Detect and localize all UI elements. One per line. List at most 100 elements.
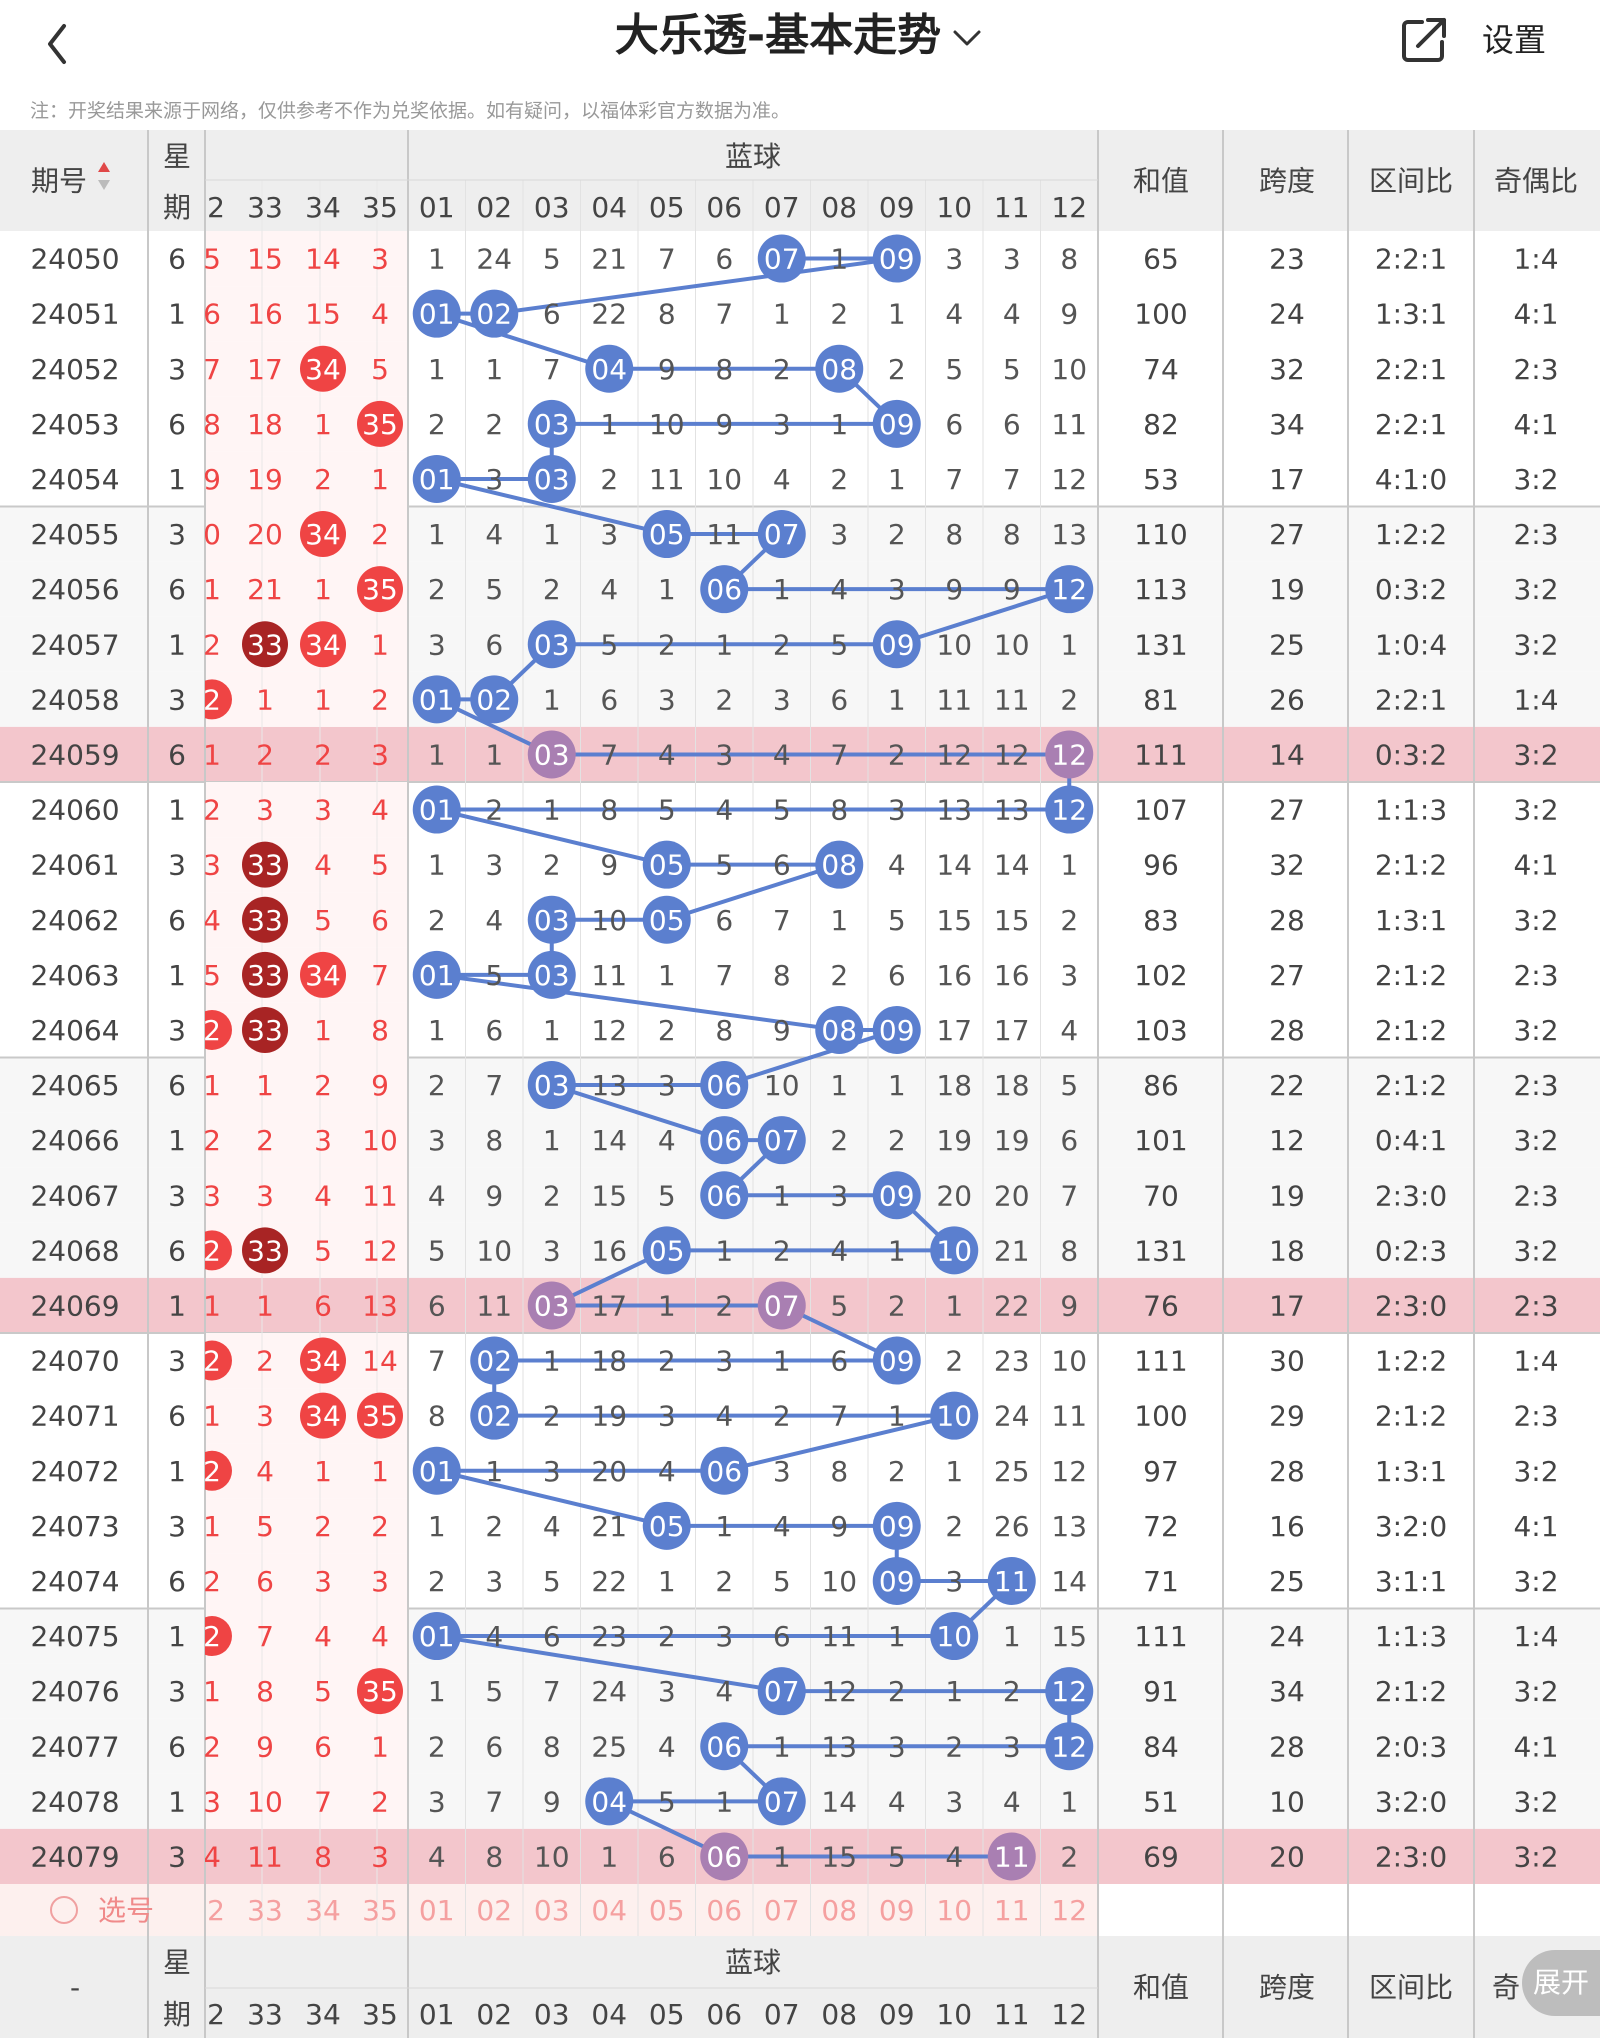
- sum-value: 71: [1143, 1565, 1179, 1598]
- select-blue-number[interactable]: 06: [706, 1894, 742, 1927]
- blue-miss-count: 5: [773, 794, 791, 827]
- red-ball-number: 2: [203, 683, 221, 716]
- select-blue-number[interactable]: 03: [534, 1894, 570, 1927]
- week-day: 6: [168, 738, 186, 771]
- sort-up-icon[interactable]: [98, 162, 110, 172]
- sum-value: 100: [1134, 298, 1187, 331]
- footer-blue-number-header: 04: [591, 1998, 627, 2031]
- issue-number: 24075: [30, 1620, 119, 1653]
- footer-blue-number-header: 10: [936, 1998, 972, 2031]
- red-miss-count: 3: [371, 243, 389, 276]
- blue-miss-count: 12: [1051, 1455, 1087, 1488]
- footer-red-number-header: 35: [362, 1998, 398, 2031]
- span-value: 28: [1269, 1455, 1305, 1488]
- odd-even-ratio: 2:3: [1513, 1069, 1558, 1102]
- blue-ball: [642, 895, 691, 944]
- span-value: 16: [1269, 1510, 1305, 1543]
- blue-miss-count: 2: [773, 628, 791, 661]
- page-title[interactable]: 大乐透-基本走势: [0, 8, 1600, 64]
- sort-down-icon[interactable]: [98, 180, 110, 190]
- blue-miss-count: 7: [945, 463, 963, 496]
- zone-ratio: 2:1:2: [1375, 1400, 1447, 1433]
- blue-miss-count: 5: [658, 1179, 676, 1212]
- blue-miss-count: 7: [830, 1400, 848, 1433]
- week-day: 6: [168, 243, 186, 276]
- blue-number-header: 12: [1051, 191, 1087, 224]
- red-miss-count: 5: [314, 904, 332, 937]
- red-miss-count: 3: [203, 849, 221, 882]
- blue-ball-number: 12: [1051, 573, 1087, 606]
- blue-miss-count: 3: [485, 849, 503, 882]
- select-red-number[interactable]: 33: [247, 1894, 283, 1927]
- select-blue-number[interactable]: 07: [764, 1894, 800, 1927]
- blue-miss-count: 1: [658, 1565, 676, 1598]
- red-ball-number: 35: [362, 1675, 398, 1708]
- odd-even-ratio: 2:3: [1513, 353, 1558, 386]
- red-miss-count: 18: [247, 408, 283, 441]
- select-blue-number[interactable]: 02: [476, 1894, 512, 1927]
- issue-number: 24051: [30, 298, 119, 331]
- odd-even-ratio: 3:2: [1513, 1840, 1558, 1873]
- select-blue-number[interactable]: 09: [879, 1894, 915, 1927]
- red-ball: [242, 1227, 288, 1274]
- blue-miss-count: 19: [591, 1400, 627, 1433]
- week-day: 1: [168, 1455, 186, 1488]
- select-blue-number[interactable]: 04: [591, 1894, 627, 1927]
- odd-even-ratio: 3:2: [1513, 1124, 1558, 1157]
- blue-ball-number: 05: [649, 849, 685, 882]
- blue-miss-count: 3: [428, 628, 446, 661]
- blue-miss-count: 9: [485, 1179, 503, 1212]
- blue-miss-count: 3: [658, 683, 676, 716]
- blue-ball: [527, 1061, 576, 1110]
- select-number-label[interactable]: 选号: [98, 1894, 154, 1927]
- select-blue-number[interactable]: 01: [419, 1894, 455, 1927]
- select-blue-number[interactable]: 05: [649, 1894, 685, 1927]
- select-radio-icon[interactable]: [50, 1896, 78, 1924]
- red-number-header: 34: [305, 191, 341, 224]
- blue-miss-count: 8: [485, 1124, 503, 1157]
- blue-miss-count: 1: [888, 1069, 906, 1102]
- zone-ratio: 2:0:3: [1375, 1730, 1447, 1763]
- blue-miss-count: 2: [428, 408, 446, 441]
- blue-miss-count: 1: [715, 1785, 733, 1818]
- blue-ball-number: 09: [879, 1510, 915, 1543]
- expand-button[interactable]: 展开: [1522, 1950, 1600, 2016]
- back-arrow-icon[interactable]: [30, 14, 90, 74]
- blue-miss-count: 6: [1060, 1124, 1078, 1157]
- blue-miss-count: 2: [945, 1510, 963, 1543]
- odd-even-ratio: 3:2: [1513, 1455, 1558, 1488]
- zone-ratio: 4:1:0: [1375, 463, 1447, 496]
- red-ball: [357, 566, 403, 613]
- blue-miss-count: 2: [1060, 1840, 1078, 1873]
- select-blue-number[interactable]: 08: [821, 1894, 857, 1927]
- blue-miss-count: 7: [830, 738, 848, 771]
- sum-value: 103: [1134, 1014, 1187, 1047]
- blue-miss-count: 2: [485, 408, 503, 441]
- blue-miss-count: 5: [485, 959, 503, 992]
- select-blue-number[interactable]: 11: [994, 1894, 1030, 1927]
- select-blue-number[interactable]: 10: [936, 1894, 972, 1927]
- span-value: 22: [1269, 1069, 1305, 1102]
- blue-ball: [872, 1171, 921, 1220]
- blue-miss-count: 8: [773, 959, 791, 992]
- red-miss-count: 1: [314, 683, 332, 716]
- blue-miss-count: 8: [945, 518, 963, 551]
- select-red-number[interactable]: 2: [207, 1894, 225, 1927]
- settings-button[interactable]: 设置: [1482, 21, 1547, 59]
- select-red-number[interactable]: 34: [305, 1894, 341, 1927]
- blue-ball-number: 03: [534, 1289, 570, 1322]
- week-day: 3: [168, 683, 186, 716]
- select-blue-number[interactable]: 12: [1051, 1894, 1087, 1927]
- share-icon[interactable]: [1396, 12, 1452, 68]
- issue-column-header[interactable]: 期号: [31, 165, 87, 198]
- blue-miss-count: 13: [821, 1730, 857, 1763]
- red-ball-number: 2: [203, 1345, 221, 1378]
- blue-ball: [1045, 730, 1094, 779]
- zone-ratio: 2:2:1: [1375, 683, 1447, 716]
- red-miss-count: 1: [203, 1069, 221, 1102]
- blue-miss-count: 3: [945, 1565, 963, 1598]
- blue-miss-count: 1: [888, 463, 906, 496]
- footer-blue-number-header: 05: [649, 1998, 685, 2031]
- select-red-number[interactable]: 35: [362, 1894, 398, 1927]
- blue-miss-count: 12: [591, 1014, 627, 1047]
